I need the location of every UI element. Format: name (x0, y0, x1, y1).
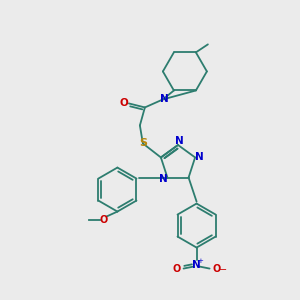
Text: O: O (212, 264, 221, 274)
Text: O: O (99, 214, 107, 225)
Text: S: S (139, 138, 147, 148)
Text: −: − (218, 265, 226, 275)
Text: O: O (172, 264, 181, 274)
Text: N: N (175, 136, 183, 146)
Text: +: + (198, 258, 203, 264)
Text: N: N (195, 152, 203, 162)
Text: O: O (119, 98, 128, 108)
Text: N: N (192, 260, 201, 270)
Text: N: N (159, 174, 168, 184)
Text: N: N (160, 94, 168, 104)
